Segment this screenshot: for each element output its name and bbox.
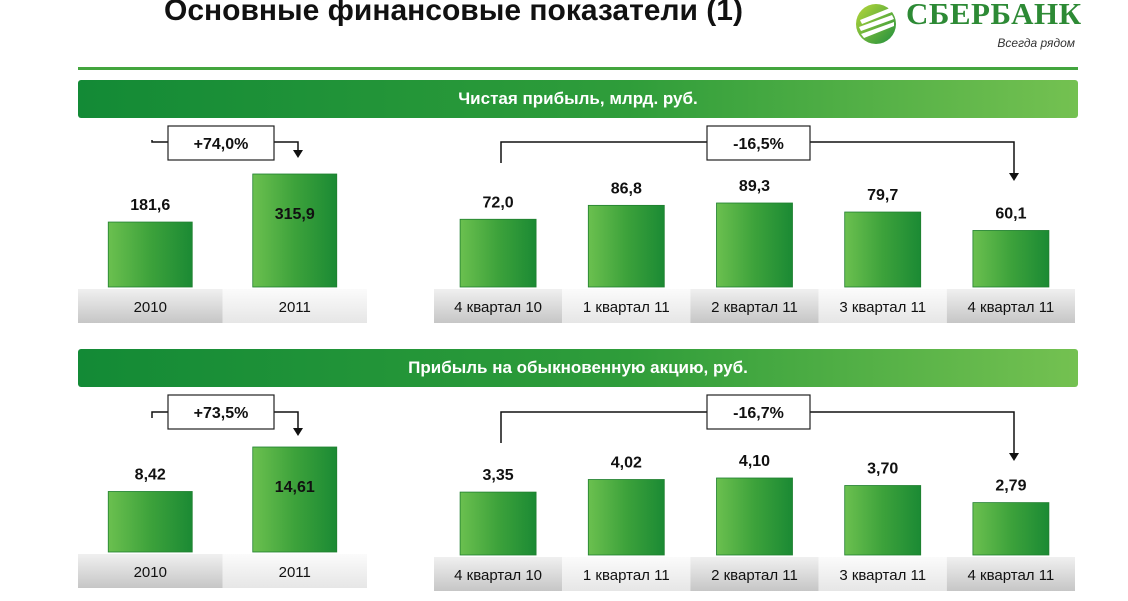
logo-slogan: Всегда рядом [997, 36, 1075, 50]
category-cell [690, 289, 819, 323]
change-bracket-left [500, 141, 707, 163]
category-cell [818, 557, 947, 591]
bar [587, 204, 665, 288]
bar [716, 202, 793, 288]
bar-value-label: 3,70 [867, 461, 898, 478]
category-label: 2011 [279, 564, 311, 581]
bar-value-label: 315,9 [275, 206, 315, 223]
bar [844, 485, 922, 556]
change-arrow-icon [293, 150, 303, 158]
category-label: 3 квартал 11 [839, 567, 926, 584]
category-cell [562, 289, 691, 323]
bar-value-label: 8,42 [135, 466, 166, 483]
category-cell [222, 554, 367, 588]
category-label: 4 квартал 10 [454, 299, 542, 316]
category-cell [434, 557, 563, 591]
change-bracket-left [151, 411, 168, 418]
bar [844, 211, 922, 288]
change-arrow-icon [1009, 173, 1019, 181]
section-header-eps: Прибыль на обыкновенную акцию, руб. [78, 349, 1078, 387]
category-cell [78, 554, 223, 588]
bar-value-label: 4,02 [611, 455, 642, 472]
category-cell [818, 289, 947, 323]
bar [972, 502, 1050, 556]
category-cell [78, 289, 223, 323]
change-bracket-right [810, 411, 1015, 455]
category-label: 4 квартал 11 [968, 567, 1055, 584]
bar-value-label: 86,8 [611, 180, 642, 197]
change-label: -16,7% [733, 405, 784, 422]
category-cell [222, 289, 367, 323]
category-cell [690, 557, 819, 591]
change-bracket-right [810, 141, 1015, 175]
bar [459, 218, 537, 288]
change-box [167, 394, 275, 430]
category-cell [946, 289, 1075, 323]
logo-name: СБЕРБАНК [906, 0, 1082, 31]
change-label: +74,0% [194, 136, 249, 153]
bar-value-label: 181,6 [130, 197, 170, 214]
title-divider [78, 67, 1078, 70]
category-label: 1 квартал 11 [583, 299, 670, 316]
category-label: 2011 [279, 299, 311, 316]
sberbank-logo: СБЕРБАНК Всегда рядом [850, 0, 1082, 52]
category-label: 1 квартал 11 [583, 567, 670, 584]
change-label: +73,5% [194, 405, 249, 422]
category-cell [946, 557, 1075, 591]
category-label: 2 квартал 11 [711, 299, 798, 316]
bar [587, 479, 665, 556]
change-arrow-icon [1009, 453, 1019, 461]
change-box [167, 125, 275, 161]
category-cell [562, 557, 691, 591]
change-bracket-left [151, 140, 168, 143]
change-bracket-right [274, 411, 299, 430]
category-label: 3 квартал 11 [839, 299, 926, 316]
bar-value-label: 14,61 [275, 479, 315, 496]
category-label: 2010 [134, 564, 167, 581]
bar [252, 173, 338, 288]
change-bracket-right [274, 141, 299, 152]
bar-value-label: 4,10 [739, 453, 770, 470]
bar-value-label: 60,1 [995, 205, 1026, 222]
change-arrow-icon [293, 428, 303, 436]
bar-value-label: 3,35 [483, 467, 514, 484]
category-label: 2010 [134, 299, 167, 316]
bar [107, 221, 193, 288]
bar [459, 491, 537, 556]
change-bracket-left [500, 411, 707, 443]
sberbank-logo-icon [856, 4, 896, 44]
change-box [706, 125, 811, 161]
bar-value-label: 89,3 [739, 178, 770, 195]
category-label: 4 квартал 10 [454, 567, 542, 584]
bar-value-label: 72,0 [483, 194, 514, 211]
change-box [706, 394, 811, 430]
bar [972, 230, 1050, 288]
category-label: 2 квартал 11 [711, 567, 798, 584]
page-title: Основные финансовые показатели (1) [164, 0, 743, 27]
category-cell [434, 289, 563, 323]
bar-value-label: 2,79 [995, 478, 1026, 495]
bar [252, 446, 338, 553]
category-label: 4 квартал 11 [968, 299, 1055, 316]
bar-value-label: 79,7 [867, 187, 898, 204]
bar [716, 477, 793, 556]
section-header-net-profit: Чистая прибыль, млрд. руб. [78, 80, 1078, 118]
bar [107, 491, 193, 553]
change-label: -16,5% [733, 136, 784, 153]
